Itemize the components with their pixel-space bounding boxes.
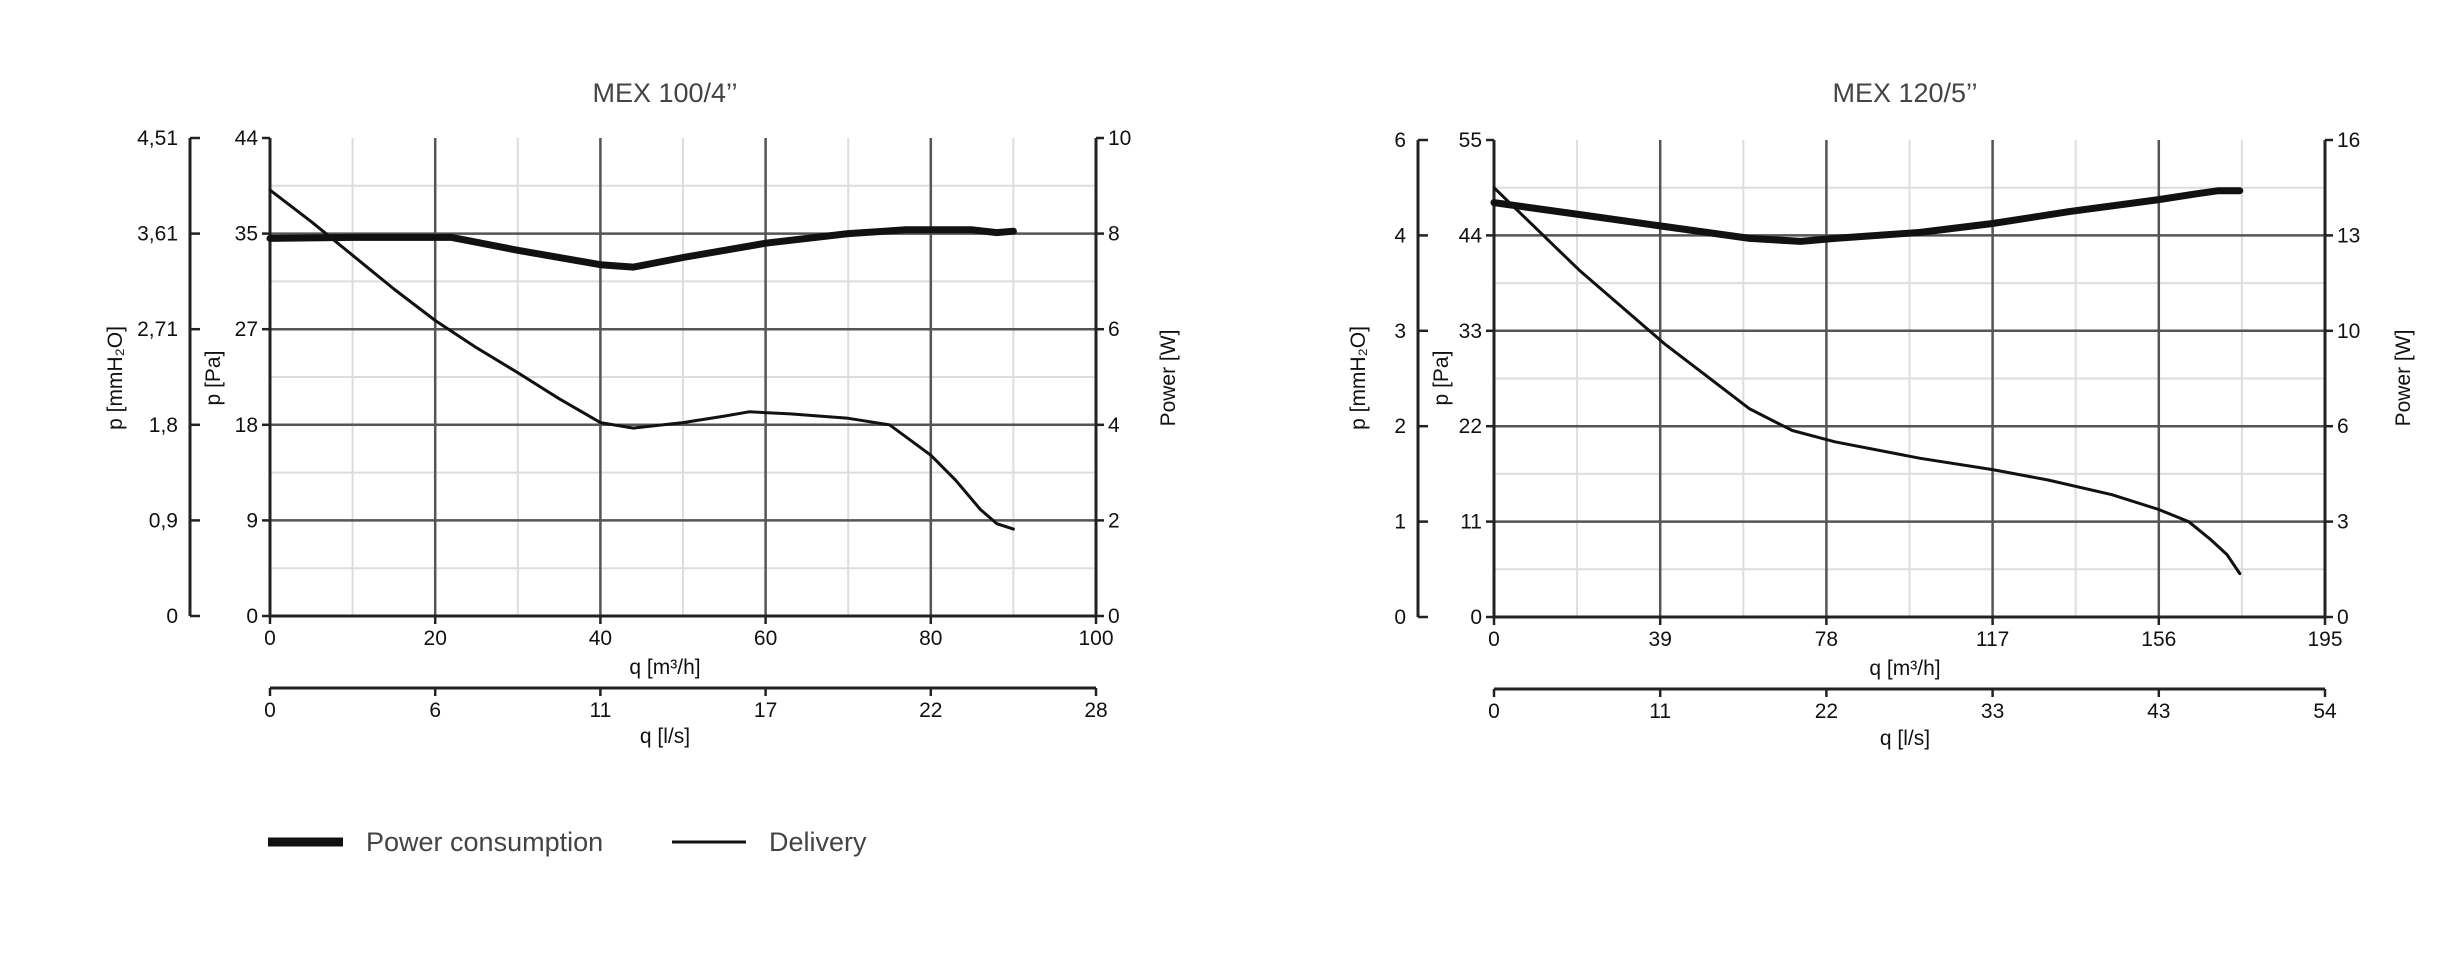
y-power-tick-label: 8 [1108, 223, 1120, 246]
x-primary-tick-label: 0 [1488, 628, 1500, 651]
y-pressure-tick-label: 0 [1470, 606, 1482, 629]
chart-1-x-secondary-label: q [l/s] [640, 725, 690, 748]
x-primary-tick-label: 40 [589, 627, 612, 650]
x-primary-tick-label: 100 [1078, 627, 1113, 650]
chart-2-y-power-label: Power [W] [2392, 330, 2415, 427]
x-secondary-tick-label: 0 [264, 699, 276, 722]
x-secondary-tick-label: 28 [1084, 699, 1107, 722]
y-pressure-tick-label: 27 [235, 318, 258, 341]
x-primary-tick-label: 39 [1649, 628, 1672, 651]
y-pressure-tick-label: 0 [246, 605, 258, 628]
y-power-tick-label: 6 [1108, 318, 1120, 341]
y-mmh2o-tick-label: 3 [1394, 320, 1406, 343]
series-line-delivery [1492, 186, 2242, 576]
y-mmh2o-tick-label: 1 [1394, 511, 1406, 534]
y-mmh2o-tick-label: 4 [1394, 224, 1406, 247]
chart-2-title: MEX 120/5’’ [1832, 78, 1977, 108]
x-primary-tick-label: 80 [919, 627, 942, 650]
chart-2-x-secondary-label: q [l/s] [1880, 727, 1930, 750]
y-power-tick-label: 16 [2337, 129, 2360, 152]
x-primary-tick-label: 60 [754, 627, 777, 650]
y-pressure-tick-label: 33 [1459, 320, 1482, 343]
y-mmh2o-tick-label: 0 [1394, 606, 1406, 629]
y-power-tick-label: 0 [2337, 606, 2349, 629]
x-secondary-tick-label: 11 [589, 699, 611, 722]
x-secondary-tick-label: 33 [1981, 700, 2004, 723]
chart-1-title: MEX 100/4’’ [592, 78, 737, 108]
y-pressure-tick-label: 55 [1459, 129, 1482, 152]
x-primary-tick-label: 156 [2141, 628, 2176, 651]
y-pressure-tick-label: 22 [1459, 415, 1482, 438]
x-primary-tick-label: 78 [1815, 628, 1838, 651]
chart-2-x-primary-label: q [m³/h] [1869, 657, 1940, 680]
series-line-delivery [268, 188, 1015, 531]
legend: Power consumption Delivery [268, 827, 867, 857]
chart-2-y-pressure-label: p [Pa] [1430, 351, 1453, 406]
y-power-tick-label: 2 [1108, 509, 1120, 532]
y-pressure-tick-label: 44 [1459, 224, 1483, 247]
x-secondary-tick-label: 22 [919, 699, 942, 722]
y-mmh2o-tick-label: 2,71 [137, 318, 178, 341]
y-mmh2o-tick-label: 0,9 [149, 509, 178, 532]
y-power-tick-label: 4 [1108, 414, 1120, 437]
y-power-tick-label: 3 [2337, 511, 2349, 534]
x-secondary-tick-label: 6 [429, 699, 441, 722]
y-mmh2o-tick-label: 1,8 [149, 414, 178, 437]
y-power-tick-label: 10 [1108, 127, 1131, 150]
y-pressure-tick-label: 11 [1460, 511, 1482, 534]
y-power-tick-label: 6 [2337, 415, 2349, 438]
x-secondary-tick-label: 43 [2147, 700, 2170, 723]
x-primary-tick-label: 117 [1976, 628, 2009, 651]
y-power-tick-label: 0 [1108, 605, 1120, 628]
x-secondary-tick-label: 11 [1649, 700, 1671, 723]
legend-label-delivery: Delivery [769, 827, 867, 857]
y-mmh2o-tick-label: 3,61 [137, 223, 178, 246]
legend-label-power: Power consumption [366, 827, 603, 857]
x-primary-tick-label: 0 [264, 627, 276, 650]
x-secondary-tick-label: 22 [1815, 700, 1838, 723]
y-mmh2o-tick-label: 0 [166, 605, 178, 628]
y-mmh2o-tick-label: 2 [1394, 415, 1406, 438]
series-line-power-consumption [1490, 187, 2244, 245]
y-mmh2o-tick-label: 4,51 [137, 127, 178, 150]
y-power-tick-label: 13 [2337, 224, 2360, 247]
y-pressure-tick-label: 35 [235, 223, 258, 246]
y-pressure-tick-label: 18 [235, 414, 258, 437]
x-secondary-tick-label: 17 [754, 699, 777, 722]
x-primary-tick-label: 195 [2307, 628, 2342, 651]
chart-1-y-power-label: Power [W] [1157, 330, 1180, 427]
y-power-tick-label: 10 [2337, 320, 2360, 343]
x-primary-tick-label: 20 [424, 627, 447, 650]
chart-1-x-primary-label: q [m³/h] [629, 656, 700, 679]
y-pressure-tick-label: 9 [246, 509, 258, 532]
chart-1-y-mmh2o-label: p [mmH₂O] [104, 326, 127, 430]
chart-2-y-mmh2o-label: p [mmH₂O] [1347, 326, 1370, 430]
chart-1-y-pressure-label: p [Pa] [202, 351, 225, 406]
x-secondary-tick-label: 0 [1488, 700, 1500, 723]
series-line-power-consumption [266, 226, 1017, 271]
y-pressure-tick-label: 44 [235, 127, 259, 150]
x-secondary-tick-label: 54 [2313, 700, 2337, 723]
y-mmh2o-tick-label: 6 [1394, 129, 1406, 152]
